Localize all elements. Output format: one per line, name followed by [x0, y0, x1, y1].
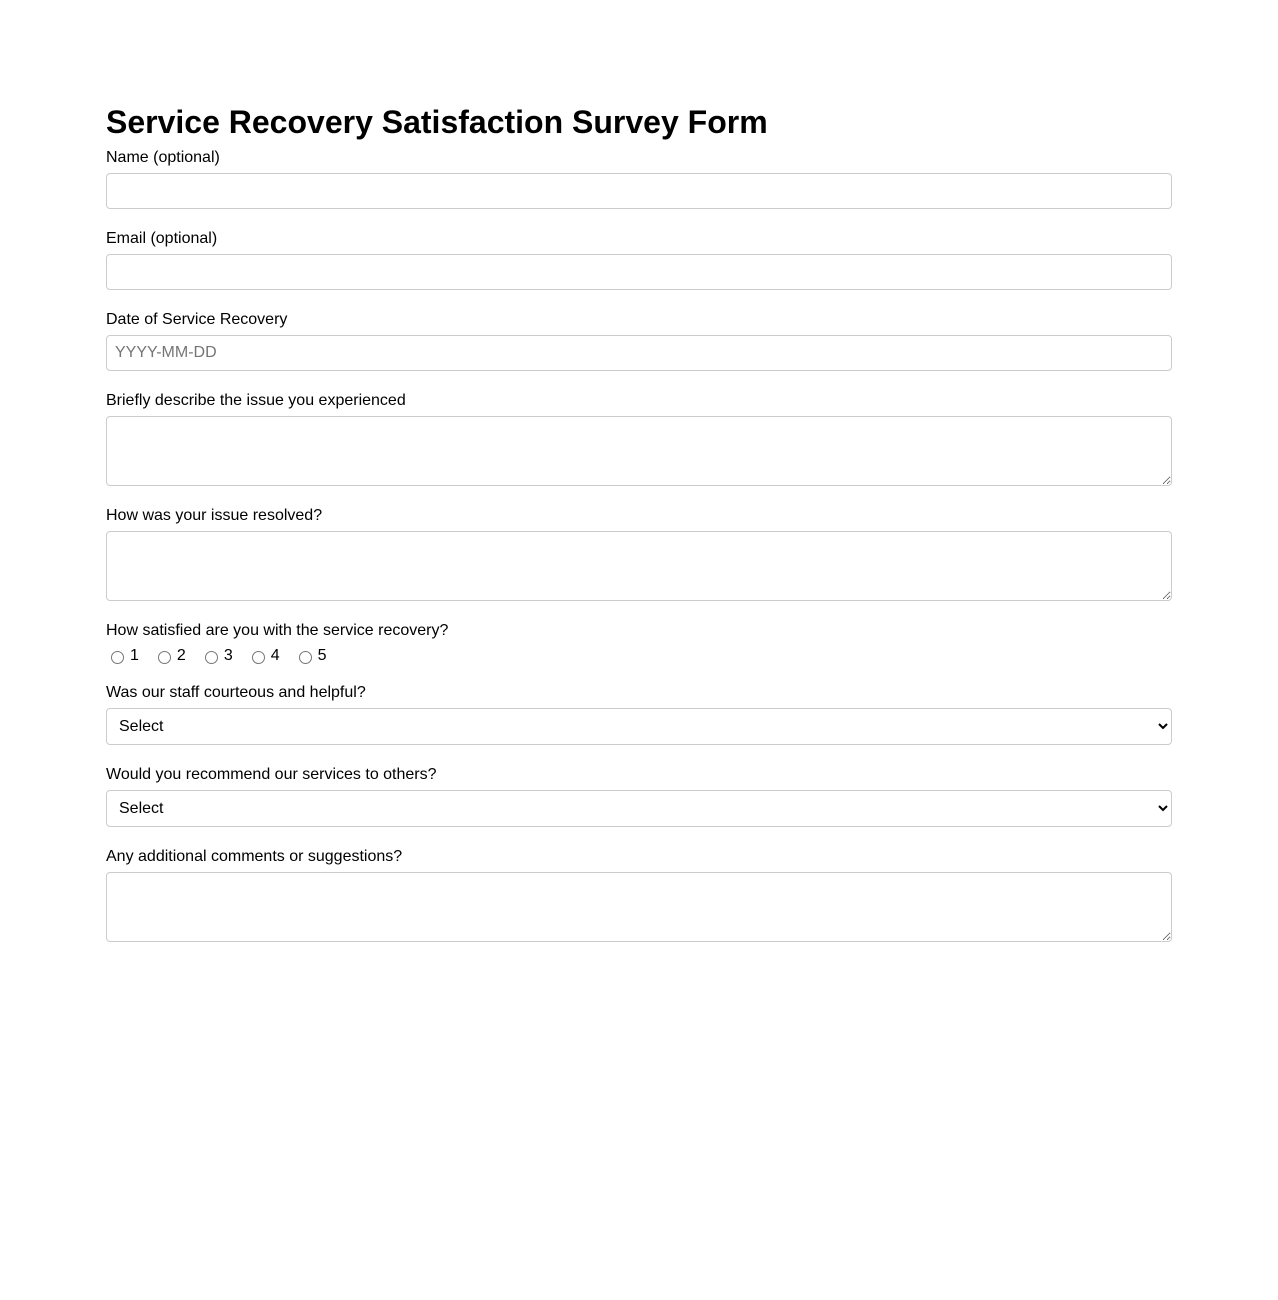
name-label: Name (optional): [106, 149, 220, 166]
satisfaction-radio-3[interactable]: [204, 651, 218, 664]
name-input[interactable]: [106, 173, 1172, 209]
satisfaction-radio-1[interactable]: [111, 651, 124, 664]
satisfaction-option-label: 3: [223, 647, 233, 664]
satisfaction-field-group: How satisfied are you with the service r…: [106, 621, 1172, 667]
satisfaction-option-5[interactable]: 5: [294, 647, 327, 665]
date-input[interactable]: [106, 335, 1172, 371]
satisfaction-option-label: 2: [176, 647, 186, 664]
resolution-label: How was your issue resolved?: [106, 507, 323, 524]
satisfaction-radio-4[interactable]: [251, 651, 265, 664]
recommend-field-group: Would you recommend our services to othe…: [106, 765, 1172, 827]
email-field-group: Email (optional): [106, 229, 1172, 290]
satisfaction-radio-5[interactable]: [298, 651, 312, 664]
email-input[interactable]: [106, 254, 1172, 290]
courteous-field-group: Was our staff courteous and helpful? Sel…: [106, 683, 1172, 745]
recommend-select[interactable]: Select: [106, 790, 1172, 827]
email-label: Email (optional): [106, 230, 218, 247]
comments-textarea[interactable]: [106, 872, 1172, 942]
resolution-field-group: How was your issue resolved?: [106, 506, 1172, 601]
satisfaction-option-1[interactable]: 1: [106, 647, 139, 665]
courteous-select[interactable]: Select: [106, 708, 1172, 745]
page-title: Service Recovery Satisfaction Survey For…: [106, 104, 768, 140]
satisfaction-option-2[interactable]: 2: [153, 647, 186, 665]
date-label: Date of Service Recovery: [106, 311, 288, 328]
comments-field-group: Any additional comments or suggestions?: [106, 847, 1172, 942]
satisfaction-option-label: 4: [270, 647, 280, 664]
issue-label: Briefly describe the issue you experienc…: [106, 392, 406, 409]
recommend-label: Would you recommend our services to othe…: [106, 766, 437, 783]
date-field-group: Date of Service Recovery: [106, 310, 1172, 371]
satisfaction-label: How satisfied are you with the service r…: [106, 622, 449, 639]
issue-textarea[interactable]: [106, 416, 1172, 486]
satisfaction-option-4[interactable]: 4: [247, 647, 280, 665]
issue-field-group: Briefly describe the issue you experienc…: [106, 391, 1172, 486]
survey-form: Name (optional) Email (optional) Date of…: [106, 148, 1172, 962]
satisfaction-option-label: 5: [317, 647, 327, 664]
satisfaction-option-3[interactable]: 3: [200, 647, 233, 665]
resolution-textarea[interactable]: [106, 531, 1172, 601]
comments-label: Any additional comments or suggestions?: [106, 848, 403, 865]
courteous-label: Was our staff courteous and helpful?: [106, 684, 366, 701]
name-field-group: Name (optional): [106, 148, 1172, 209]
satisfaction-radio-2[interactable]: [157, 651, 171, 664]
satisfaction-option-label: 1: [130, 647, 139, 664]
satisfaction-radio-group: 1 2 3 4 5: [106, 645, 1172, 667]
